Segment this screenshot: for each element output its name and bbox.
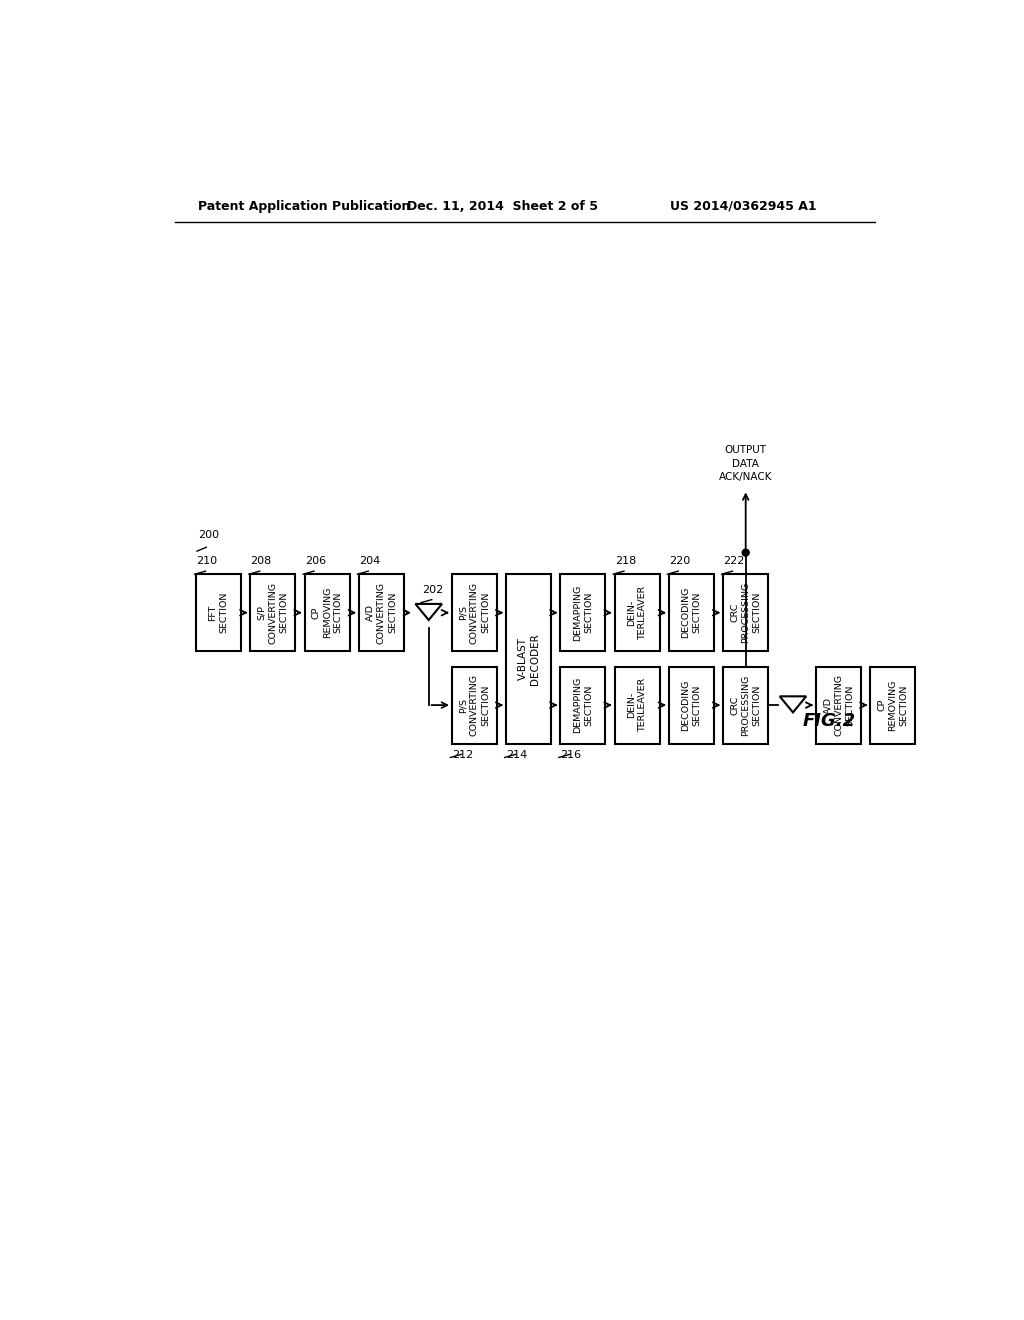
Bar (669, 574, 714, 651)
Bar (197, 574, 241, 651)
Text: 200: 200 (198, 529, 219, 540)
Text: 212: 212 (452, 750, 473, 760)
Text: CP
REMOVING
SECTION: CP REMOVING SECTION (311, 587, 343, 639)
Text: DEIN-
TERLEAVER: DEIN- TERLEAVER (627, 678, 647, 733)
Text: V-BLAST
DECODER: V-BLAST DECODER (517, 634, 540, 685)
Text: OUTPUT
DATA
ACK/NACK: OUTPUT DATA ACK/NACK (719, 445, 772, 482)
Bar (560, 574, 605, 651)
Text: US 2014/0362945 A1: US 2014/0362945 A1 (671, 199, 817, 213)
Bar (359, 574, 403, 651)
Circle shape (742, 549, 750, 556)
Bar (614, 574, 659, 651)
Bar (870, 667, 915, 743)
Bar (723, 667, 768, 743)
Text: 216: 216 (560, 750, 582, 760)
Text: 202: 202 (423, 585, 443, 595)
Text: 214: 214 (506, 750, 527, 760)
Text: S/P
CONVERTING
SECTION: S/P CONVERTING SECTION (257, 582, 289, 644)
Text: 210: 210 (197, 557, 217, 566)
Text: A/D
CONVERTING
SECTION: A/D CONVERTING SECTION (823, 675, 854, 737)
Text: CRC
PROCESSING
SECTION: CRC PROCESSING SECTION (730, 675, 761, 735)
Bar (816, 667, 861, 743)
Text: DECODING
SECTION: DECODING SECTION (681, 680, 701, 731)
Text: P/S
CONVERTING
SECTION: P/S CONVERTING SECTION (459, 582, 490, 644)
Text: CP
REMOVING
SECTION: CP REMOVING SECTION (878, 680, 908, 731)
Bar (251, 574, 295, 651)
Text: 204: 204 (359, 557, 380, 566)
Bar (305, 574, 349, 651)
Text: Patent Application Publication: Patent Application Publication (198, 199, 411, 213)
Bar (452, 574, 497, 651)
Text: DEMAPPING
SECTION: DEMAPPING SECTION (572, 677, 593, 733)
Bar (669, 667, 714, 743)
Bar (506, 574, 551, 743)
Text: DEMAPPING
SECTION: DEMAPPING SECTION (572, 585, 593, 640)
Text: FFT
SECTION: FFT SECTION (209, 591, 228, 634)
Text: DECODING
SECTION: DECODING SECTION (681, 587, 701, 639)
Text: 222: 222 (723, 557, 744, 566)
Text: FIG.2: FIG.2 (802, 711, 855, 730)
Text: Dec. 11, 2014  Sheet 2 of 5: Dec. 11, 2014 Sheet 2 of 5 (407, 199, 598, 213)
Text: DEIN-
TERLEAVER: DEIN- TERLEAVER (627, 586, 647, 640)
Text: 208: 208 (251, 557, 271, 566)
Text: CRC
PROCESSING
SECTION: CRC PROCESSING SECTION (730, 582, 761, 643)
Text: P/S
CONVERTING
SECTION: P/S CONVERTING SECTION (459, 675, 490, 737)
Bar (614, 667, 659, 743)
Text: A/D
CONVERTING
SECTION: A/D CONVERTING SECTION (366, 582, 397, 644)
Text: 206: 206 (305, 557, 326, 566)
Text: 218: 218 (614, 557, 636, 566)
Bar (723, 574, 768, 651)
Bar (560, 667, 605, 743)
Text: 220: 220 (669, 557, 690, 566)
Bar (452, 667, 497, 743)
